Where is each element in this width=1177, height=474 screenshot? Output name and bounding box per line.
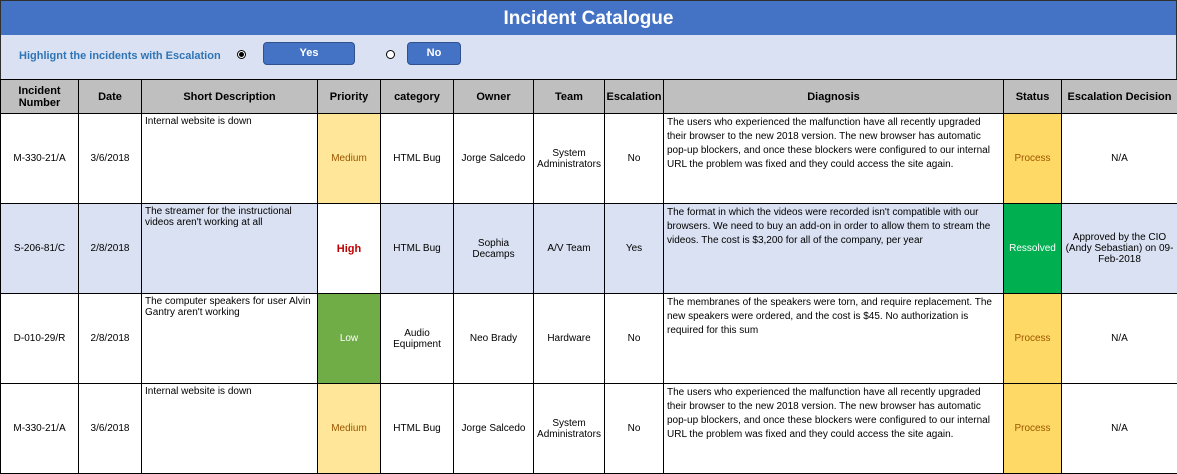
filter-panel: Highlignt the incidents with Escalation … [0,35,1177,79]
column-header: Status [1003,79,1062,114]
cell-priority: Medium [317,383,381,474]
cell-date: 2/8/2018 [78,293,142,384]
cell-escalation: No [604,293,664,384]
cell-diagnosis: The users who experienced the malfunctio… [663,113,1004,204]
cell-category: HTML Bug [380,383,454,474]
column-header: Priority [317,79,381,114]
cell-team: System Administrators [533,383,605,474]
cell-date: 3/6/2018 [78,383,142,474]
column-header: Escalation Decision [1061,79,1177,114]
table-row: M-330-21/A 3/6/2018 Internal website is do… [0,113,1177,204]
yes-button[interactable]: Yes [263,42,355,65]
cell-status: Ressolved [1003,203,1062,294]
cell-owner: Jorge Salcedo [453,113,534,204]
cell-escalation: No [604,383,664,474]
cell-owner: Neo Brady [453,293,534,384]
cell-decision: N/A [1061,383,1177,474]
cell-status: Process [1003,113,1062,204]
column-header: category [380,79,454,114]
table-row: D-010-29/R 2/8/2018 The computer speakers … [0,293,1177,384]
table-row: S-206-81/C 2/8/2018 The streamer for the i… [0,203,1177,294]
column-header: Diagnosis [663,79,1004,114]
cell-diagnosis: The users who experienced the malfunctio… [663,383,1004,474]
cell-date: 2/8/2018 [78,203,142,294]
column-header: Incident Number [0,79,79,114]
cell-status: Process [1003,383,1062,474]
cell-number: D-010-29/R [0,293,79,384]
cell-team: System Administrators [533,113,605,204]
column-header: Owner [453,79,534,114]
filter-label: Highlignt the incidents with Escalation [19,50,221,62]
cell-category: HTML Bug [380,113,454,204]
cell-status: Process [1003,293,1062,384]
cell-owner: Sophia Decamps [453,203,534,294]
cell-team: Hardware [533,293,605,384]
cell-description: Internal website is down [141,383,318,474]
cell-diagnosis: The membranes of the speakers were torn,… [663,293,1004,384]
cell-description: The computer speakers for user Alvin Gan… [141,293,318,384]
cell-decision: Approved by the CIO (Andy Sebastian) on … [1061,203,1177,294]
cell-date: 3/6/2018 [78,113,142,204]
column-header: Short Description [141,79,318,114]
cell-escalation: Yes [604,203,664,294]
cell-number: S-206-81/C [0,203,79,294]
no-button[interactable]: No [407,42,461,65]
table-row: M-330-21/A 3/6/2018 Internal website is do… [0,383,1177,474]
incident-table: Incident Number Date Short Description Prio… [0,79,1177,474]
cell-category: HTML Bug [380,203,454,294]
cell-team: A/V Team [533,203,605,294]
cell-category: Audio Equipment [380,293,454,384]
cell-description: Internal website is down [141,113,318,204]
no-radio[interactable] [386,50,395,59]
column-header: Team [533,79,605,114]
cell-priority: Medium [317,113,381,204]
cell-diagnosis: The format in which the videos were reco… [663,203,1004,294]
cell-decision: N/A [1061,293,1177,384]
cell-priority: High [317,203,381,294]
page-title: Incident Catalogue [0,0,1177,35]
yes-radio[interactable] [237,50,246,59]
cell-owner: Jorge Salcedo [453,383,534,474]
column-header: Escalation [604,79,664,114]
cell-number: M-330-21/A [0,383,79,474]
cell-escalation: No [604,113,664,204]
cell-decision: N/A [1061,113,1177,204]
cell-description: The streamer for the instructional video… [141,203,318,294]
column-header: Date [78,79,142,114]
cell-number: M-330-21/A [0,113,79,204]
cell-priority: Low [317,293,381,384]
